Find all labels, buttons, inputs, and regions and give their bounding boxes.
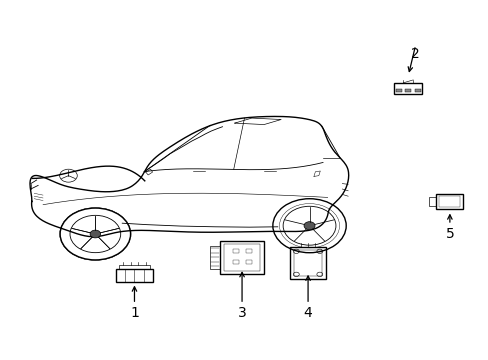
Bar — [405, 89, 410, 92]
Bar — [294, 250, 321, 276]
Bar — [224, 244, 260, 271]
Bar — [290, 247, 325, 279]
Bar — [439, 196, 460, 207]
Bar — [220, 241, 264, 274]
Text: 1: 1 — [130, 306, 139, 320]
Bar — [395, 89, 401, 92]
Bar — [119, 265, 150, 269]
Text: 3: 3 — [237, 306, 246, 320]
Text: 4: 4 — [303, 306, 312, 320]
Bar — [245, 260, 251, 264]
Bar — [233, 249, 239, 253]
Circle shape — [304, 222, 314, 230]
Text: 5: 5 — [445, 227, 453, 241]
Bar — [414, 89, 420, 92]
Text: 2: 2 — [410, 47, 419, 61]
Circle shape — [90, 230, 101, 238]
Circle shape — [60, 208, 131, 260]
Bar — [393, 83, 422, 94]
Bar — [116, 269, 152, 282]
Bar — [436, 194, 463, 209]
Bar — [245, 249, 251, 253]
Bar — [233, 260, 239, 264]
Circle shape — [90, 230, 101, 238]
Bar — [210, 246, 220, 269]
Bar — [428, 197, 435, 206]
Circle shape — [272, 198, 346, 253]
